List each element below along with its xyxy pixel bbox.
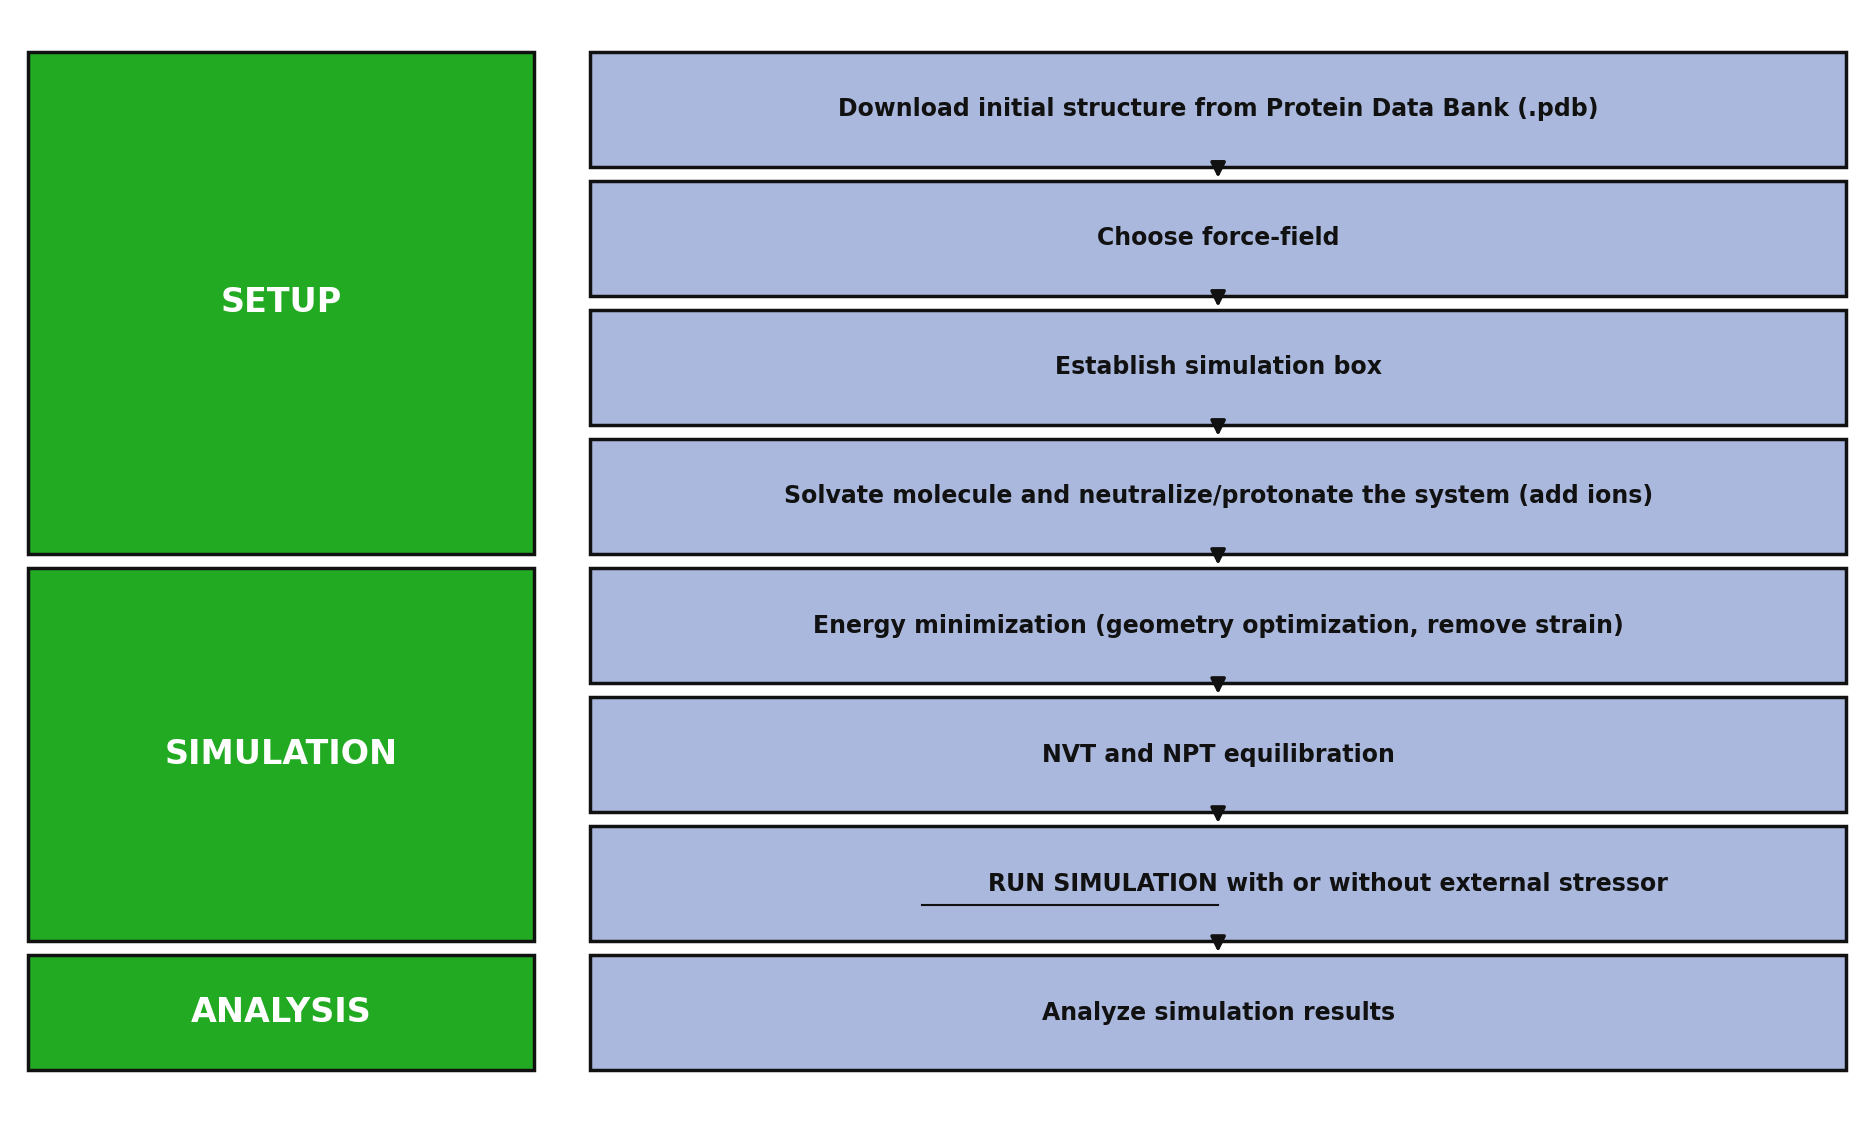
Text: ANALYSIS: ANALYSIS <box>191 996 371 1029</box>
Text: Solvate molecule and neutralize/protonate the system (add ions): Solvate molecule and neutralize/protonat… <box>783 485 1652 508</box>
FancyBboxPatch shape <box>590 955 1845 1070</box>
FancyBboxPatch shape <box>28 955 534 1070</box>
Text: Energy minimization (geometry optimization, remove strain): Energy minimization (geometry optimizati… <box>813 614 1622 637</box>
Text: with or without external stressor: with or without external stressor <box>1217 872 1667 895</box>
Text: SETUP: SETUP <box>221 286 341 320</box>
Text: SIMULATION: SIMULATION <box>165 738 397 771</box>
FancyBboxPatch shape <box>28 568 534 941</box>
FancyBboxPatch shape <box>28 52 534 554</box>
FancyBboxPatch shape <box>590 52 1845 167</box>
FancyBboxPatch shape <box>590 181 1845 296</box>
Text: Download initial structure from Protein Data Bank (.pdb): Download initial structure from Protein … <box>837 98 1598 121</box>
FancyBboxPatch shape <box>590 826 1845 941</box>
Text: NVT and NPT equilibration: NVT and NPT equilibration <box>1041 743 1394 766</box>
FancyBboxPatch shape <box>590 697 1845 812</box>
Text: Analyze simulation results: Analyze simulation results <box>1041 1001 1394 1024</box>
FancyBboxPatch shape <box>590 310 1845 425</box>
FancyBboxPatch shape <box>590 439 1845 554</box>
Text: Choose force-field: Choose force-field <box>1096 227 1339 250</box>
FancyBboxPatch shape <box>590 568 1845 683</box>
Text: Establish simulation box: Establish simulation box <box>1054 356 1380 379</box>
Text: RUN SIMULATION: RUN SIMULATION <box>987 872 1217 895</box>
